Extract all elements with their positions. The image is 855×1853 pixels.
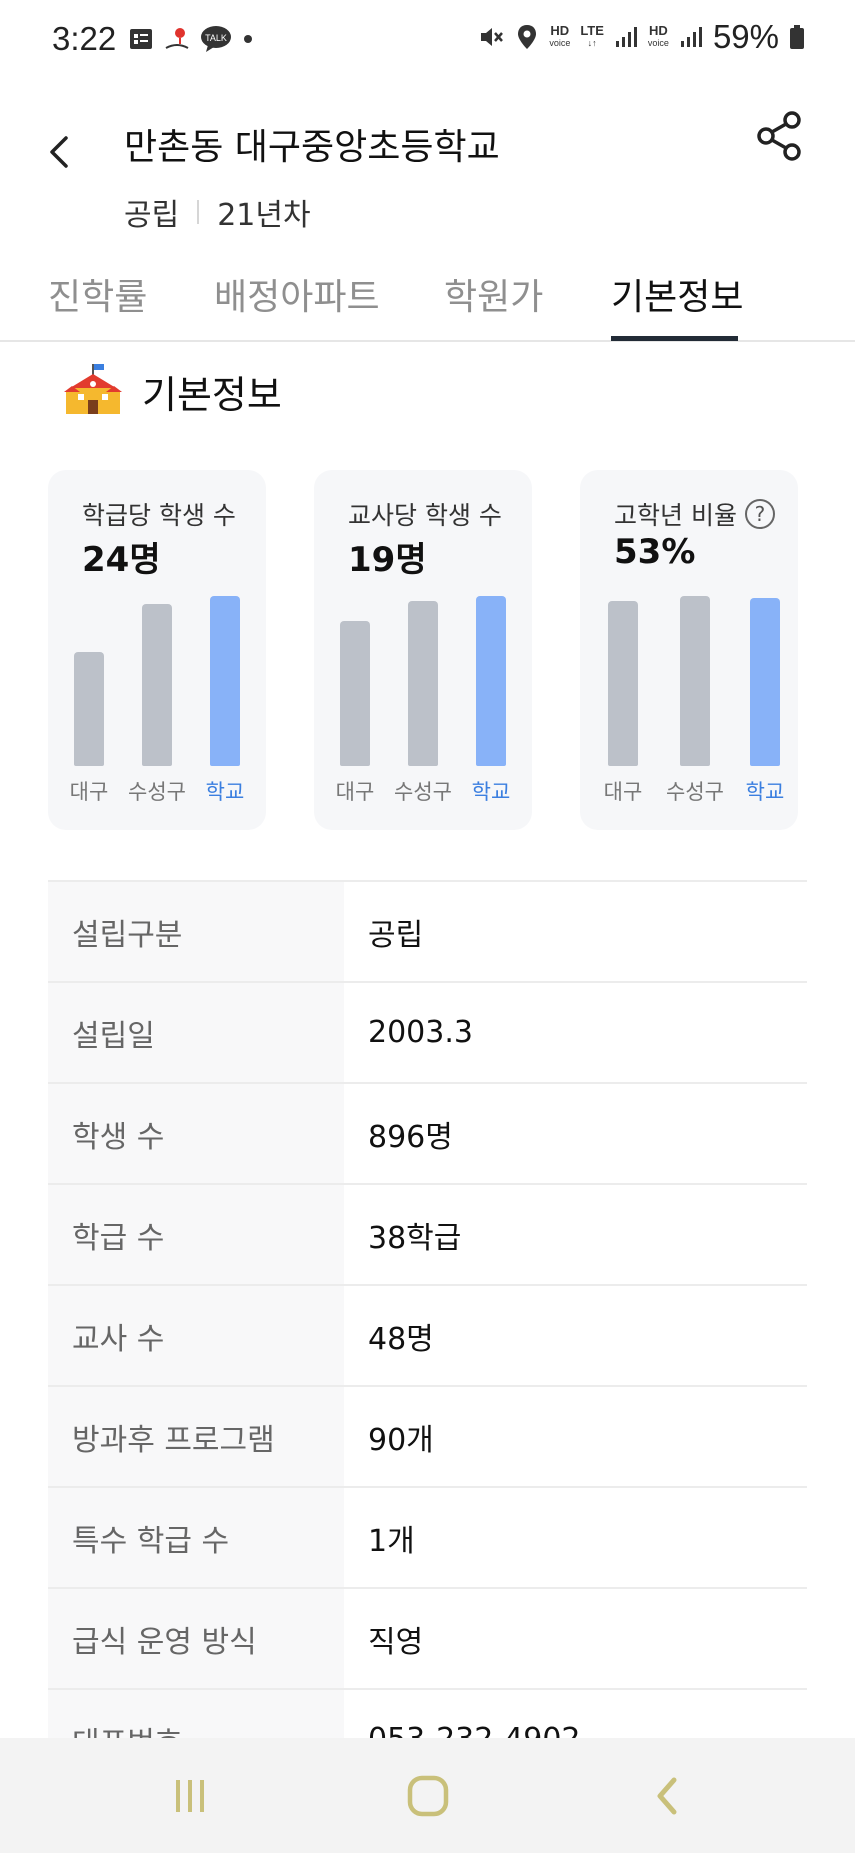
table-row: 학생 수 896명	[48, 1084, 807, 1185]
stat-value: 19명	[348, 540, 427, 580]
row-key: 설립구분	[48, 882, 344, 981]
row-value: 2003.3	[368, 1015, 473, 1050]
table-row: 교사 수 48명	[48, 1286, 807, 1387]
bar-school	[210, 596, 240, 766]
stat-label-text: 교사당 학생 수	[348, 501, 502, 530]
bar-label-daegu: 대구	[335, 780, 375, 804]
lte-icon: LTE ↓↑	[580, 23, 604, 48]
meta-divider	[197, 200, 200, 224]
bar-suseong	[142, 604, 172, 766]
table-row: 설립일 2003.3	[48, 983, 807, 1084]
table-row: 설립구분 공립	[48, 882, 807, 983]
school-type: 공립	[124, 198, 180, 233]
table-row: 학급 수 38학급	[48, 1185, 807, 1286]
stat-label-text: 학급당 학생 수	[82, 501, 236, 530]
bar-label-suseong: 수성구	[394, 780, 452, 804]
table-row: 방과후 프로그램 90개	[48, 1387, 807, 1488]
system-status-icons: HD voice LTE ↓↑ HD voice 59%	[477, 18, 805, 56]
hd-voice-icon: HD voice	[549, 23, 571, 48]
share-icon	[757, 111, 801, 161]
row-key: 교사 수	[48, 1286, 344, 1385]
tab-bar: 진학률 배정아파트 학원가 기본정보	[0, 262, 855, 342]
tab-assigned-apartments[interactable]: 배정아파트	[214, 277, 380, 318]
nav-back-button[interactable]	[638, 1766, 698, 1826]
recent-apps-button[interactable]	[160, 1766, 220, 1826]
location-icon	[515, 23, 539, 51]
stat-label: 교사당 학생 수	[348, 496, 502, 532]
row-value: 38학급	[368, 1220, 462, 1256]
stat-value: 24명	[82, 540, 161, 580]
school-meta: 공립 21년차	[124, 190, 311, 234]
share-button[interactable]	[756, 110, 804, 162]
row-value: 직영	[368, 1624, 424, 1660]
home-icon	[407, 1775, 449, 1817]
stat-card-upper-grade-ratio: 고학년 비율 ? 53% 대구 수성구 학교	[580, 470, 798, 830]
calendar-icon	[128, 26, 154, 52]
bar-label-school: 학교	[471, 780, 511, 804]
row-value: 공립	[368, 917, 424, 953]
stat-value: 53%	[614, 532, 696, 572]
signal-icon-2	[679, 25, 703, 49]
row-value: 896명	[368, 1119, 453, 1155]
notification-icons: TALK	[128, 24, 256, 54]
battery-icon	[789, 24, 805, 50]
status-time: 3:22	[52, 20, 117, 57]
row-key: 학급 수	[48, 1185, 344, 1284]
school-building-icon	[64, 362, 122, 418]
row-key: 방과후 프로그램	[48, 1387, 344, 1486]
bar-label-school: 학교	[205, 780, 245, 804]
system-nav-bar	[0, 1738, 855, 1853]
talk-icon: TALK	[200, 25, 232, 53]
chevron-left-icon	[50, 136, 68, 168]
stat-card-students-per-teacher: 교사당 학생 수 19명 대구 수성구 학교	[314, 470, 532, 830]
hd-voice-icon-2: HD voice	[647, 23, 669, 48]
bar-label-school: 학교	[745, 780, 785, 804]
stat-label: 학급당 학생 수	[82, 496, 236, 532]
row-key: 설립일	[48, 983, 344, 1082]
row-value: 1개	[368, 1523, 415, 1559]
bar-label-daegu: 대구	[69, 780, 109, 804]
tab-admission-rate[interactable]: 진학률	[48, 277, 148, 318]
bar-school	[750, 598, 780, 766]
bar-suseong	[408, 601, 438, 766]
dot-icon	[240, 31, 256, 47]
bar-school	[476, 596, 506, 766]
row-key: 특수 학급 수	[48, 1488, 344, 1587]
bar-daegu	[608, 601, 638, 766]
bar-label-daegu: 대구	[603, 780, 643, 804]
tab-academy-district[interactable]: 학원가	[444, 277, 544, 318]
bar-daegu	[74, 652, 104, 766]
table-row: 특수 학급 수 1개	[48, 1488, 807, 1589]
active-tab-indicator	[611, 336, 738, 341]
row-value: 90개	[368, 1422, 434, 1458]
signal-icon	[614, 25, 638, 49]
bar-label-suseong: 수성구	[666, 780, 724, 804]
back-button[interactable]	[38, 130, 82, 174]
map-pin-icon	[162, 24, 192, 54]
tab-basic-info[interactable]: 기본정보	[611, 277, 744, 318]
bar-suseong	[680, 596, 710, 766]
home-button[interactable]	[398, 1766, 458, 1826]
stat-card-students-per-class: 학급당 학생 수 24명 대구 수성구 학교	[48, 470, 266, 830]
row-value: 48명	[368, 1321, 434, 1357]
table-row: 급식 운영 방식 직영	[48, 1589, 807, 1690]
bar-daegu	[340, 621, 370, 766]
back-icon	[657, 1777, 677, 1815]
status-bar: 3:22 TALK HD voice	[0, 0, 855, 84]
bar-label-suseong: 수성구	[128, 780, 186, 804]
stat-label: 고학년 비율 ?	[614, 496, 775, 532]
page-title: 만촌동 대구중앙초등학교	[124, 127, 500, 168]
battery-percent: 59%	[712, 18, 779, 55]
row-key: 급식 운영 방식	[48, 1589, 344, 1688]
question-circle-icon[interactable]: ?	[744, 499, 775, 529]
school-years: 21년차	[217, 198, 311, 233]
section-title: 기본정보	[142, 373, 282, 417]
recent-apps-icon	[176, 1780, 204, 1812]
row-key: 학생 수	[48, 1084, 344, 1183]
info-table: 설립구분 공립 설립일 2003.3 학생 수 896명 학급 수 38학급 교…	[48, 880, 807, 1791]
mute-icon	[477, 23, 505, 51]
stat-label-text: 고학년 비율	[614, 501, 737, 530]
svg-text:TALK: TALK	[205, 33, 227, 43]
